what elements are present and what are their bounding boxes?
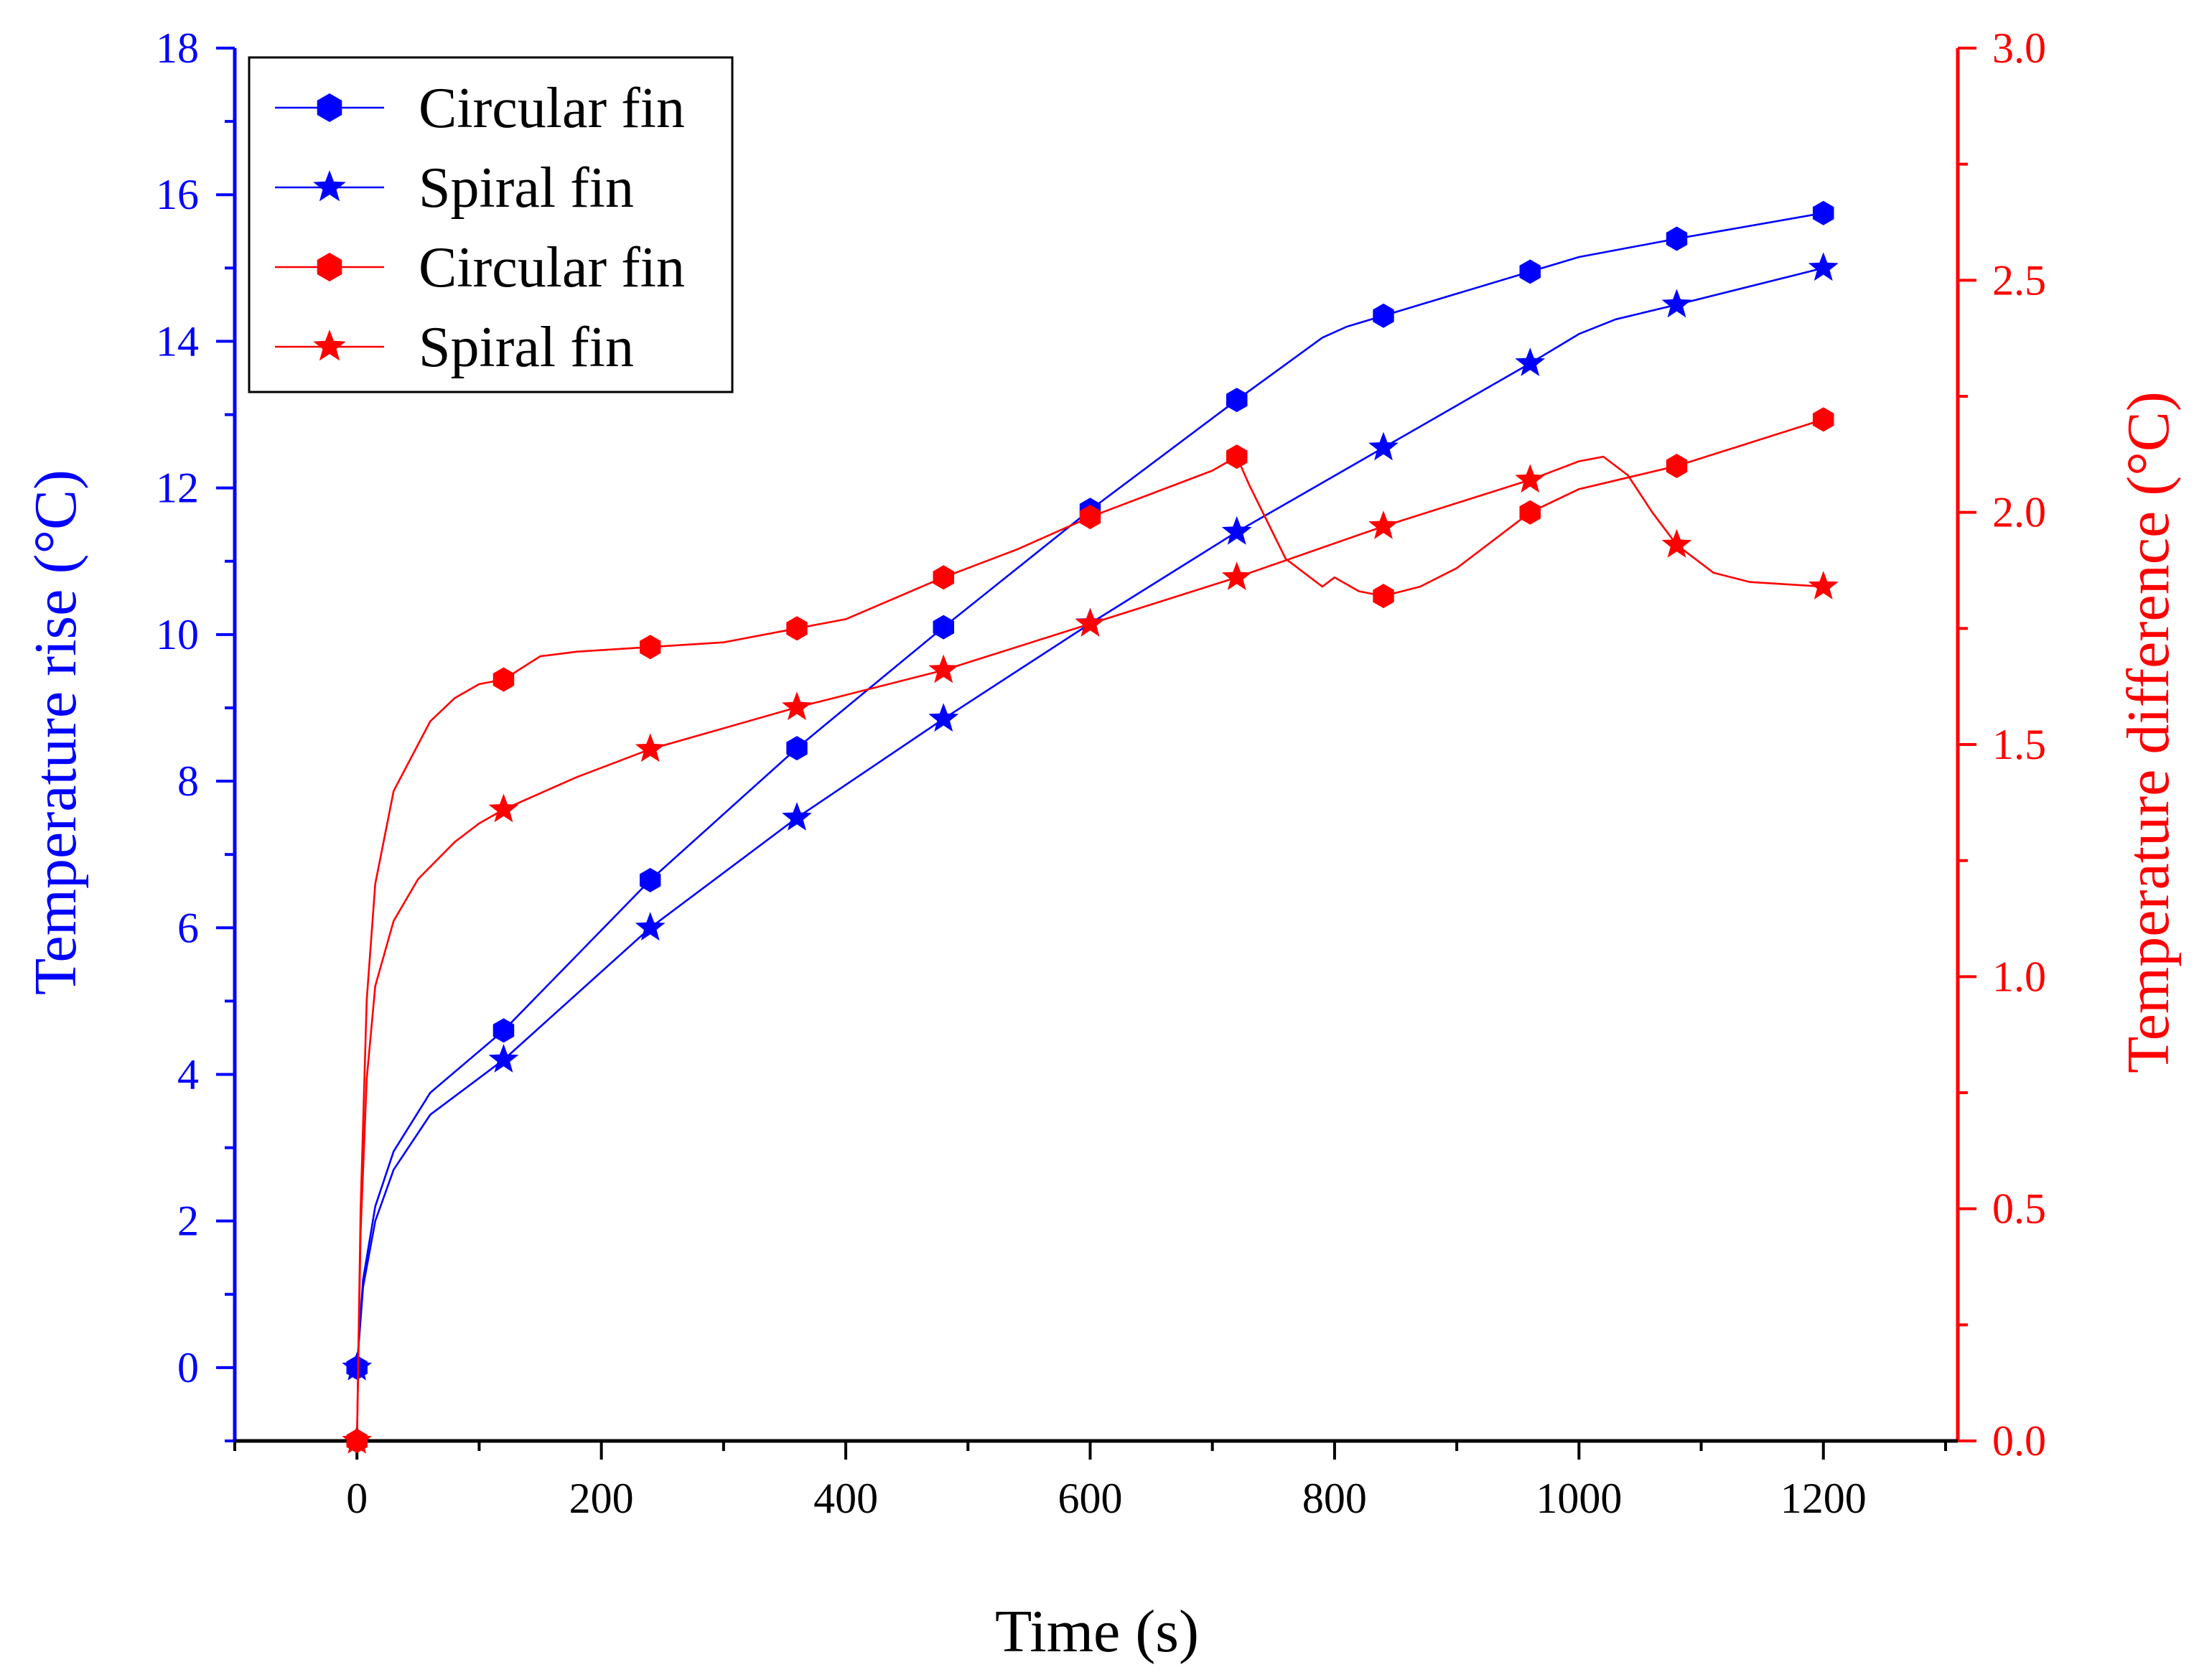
data-point-star: [1808, 571, 1839, 599]
data-point-hexagon: [1666, 226, 1688, 251]
y-right-tick-label: 0.0: [1992, 1417, 2046, 1465]
data-point-star: [1661, 528, 1692, 558]
x-tick-label: 1000: [1536, 1475, 1622, 1522]
data-point-star: [1075, 607, 1106, 637]
series-layer: [342, 200, 1839, 1454]
data-point-star: [782, 802, 812, 831]
data-point-hexagon: [786, 736, 808, 761]
data-point-hexagon: [1813, 200, 1834, 225]
legend-marker-hexagon: [317, 253, 342, 281]
x-tick-label: 0: [346, 1475, 368, 1522]
y-left-tick-label: 12: [156, 465, 199, 512]
data-point-hexagon: [493, 667, 515, 692]
legend-marker-star: [313, 330, 346, 361]
data-point-star: [342, 1351, 373, 1381]
series-4-right: [342, 455, 1839, 1454]
data-point-star: [1368, 431, 1399, 461]
data-point-hexagon: [933, 615, 954, 640]
legend-entry: Spiral fin: [275, 316, 634, 379]
data-point-star: [1661, 289, 1692, 318]
data-point-star: [1368, 510, 1399, 539]
y-left-tick-label: 0: [177, 1344, 199, 1391]
y-right-tick-label: 0.5: [1992, 1185, 2046, 1233]
series-1-left: [346, 200, 1834, 1380]
data-point-star: [1221, 561, 1252, 590]
data-point-star: [1808, 252, 1839, 281]
y-axis-right-title: Temperature difference (°C): [2115, 391, 2182, 1073]
data-point-star: [342, 1425, 373, 1454]
y-right-tick-label: 3.0: [1992, 24, 2046, 72]
y-right-tick-label: 1.5: [1992, 721, 2046, 768]
legend-entry: Circular fin: [275, 236, 685, 299]
data-point-hexagon: [640, 867, 661, 892]
data-point-star: [488, 1044, 519, 1073]
data-point-hexagon: [1519, 259, 1541, 284]
data-point-star: [928, 654, 959, 683]
y-left-tick-label: 8: [177, 757, 199, 805]
legend-entry: Spiral fin: [275, 157, 634, 220]
data-point-hexagon: [1079, 505, 1101, 530]
y-right-tick-label: 2.5: [1992, 256, 2046, 304]
data-point-hexagon: [786, 616, 808, 641]
axis-titles: Time (s) Temperature rise (°C) Temperatu…: [22, 391, 2182, 1665]
legend-label: Spiral fin: [419, 316, 634, 379]
data-point-star: [1515, 464, 1546, 493]
y-axis-left-title: Temperature rise (°C): [22, 470, 89, 995]
x-tick-label: 800: [1302, 1475, 1367, 1522]
x-tick-label: 400: [813, 1475, 878, 1522]
data-point-star: [782, 691, 812, 721]
y-left-tick-label: 10: [156, 611, 199, 658]
data-point-hexagon: [1226, 388, 1248, 413]
y-left-tick-label: 6: [177, 904, 199, 951]
legend-label: Circular fin: [419, 77, 685, 140]
data-point-star: [488, 793, 519, 823]
data-point-hexagon: [1666, 454, 1688, 478]
data-point-hexagon: [1373, 584, 1394, 609]
y-left-tick-label: 16: [156, 171, 199, 218]
data-point-star: [635, 912, 666, 941]
legend-marker-star: [313, 170, 346, 202]
x-tick-label: 600: [1058, 1475, 1122, 1522]
axes: 0 200 400 600 800 1000 1200 0 2 4 6 8 10 12 14 16 18 0.0 0…: [156, 24, 2046, 1522]
data-point-hexagon: [640, 635, 661, 660]
y-left-tick-label: 2: [177, 1198, 199, 1245]
data-point-hexagon: [933, 565, 954, 590]
data-point-hexagon: [1226, 444, 1248, 470]
data-point-hexagon: [1519, 500, 1541, 525]
y-left-tick-label: 18: [156, 24, 199, 72]
legend: Circular fin Spiral fin Circular fin Spiral…: [248, 56, 734, 393]
data-point-star: [635, 733, 666, 762]
y-right-tick-label: 1.0: [1992, 953, 2046, 1000]
data-point-hexagon: [1373, 303, 1394, 328]
y-right-tick-label: 2.0: [1992, 489, 2046, 536]
data-point-hexagon: [493, 1018, 515, 1043]
legend-label: Spiral fin: [419, 157, 634, 220]
x-tick-label: 1200: [1780, 1475, 1867, 1522]
x-axis-title: Time (s): [995, 1598, 1199, 1665]
data-point-star: [1515, 347, 1546, 376]
y-left-tick-label: 4: [177, 1050, 199, 1098]
legend-marker-hexagon: [317, 93, 342, 122]
legend-entry: Circular fin: [275, 77, 685, 140]
legend-label: Circular fin: [419, 236, 685, 299]
data-point-star: [928, 703, 959, 732]
y-left-tick-label: 14: [156, 317, 199, 365]
x-tick-label: 200: [569, 1475, 634, 1522]
data-point-star: [1221, 515, 1252, 545]
data-point-hexagon: [1813, 407, 1834, 432]
series-2-left: [342, 252, 1839, 1381]
